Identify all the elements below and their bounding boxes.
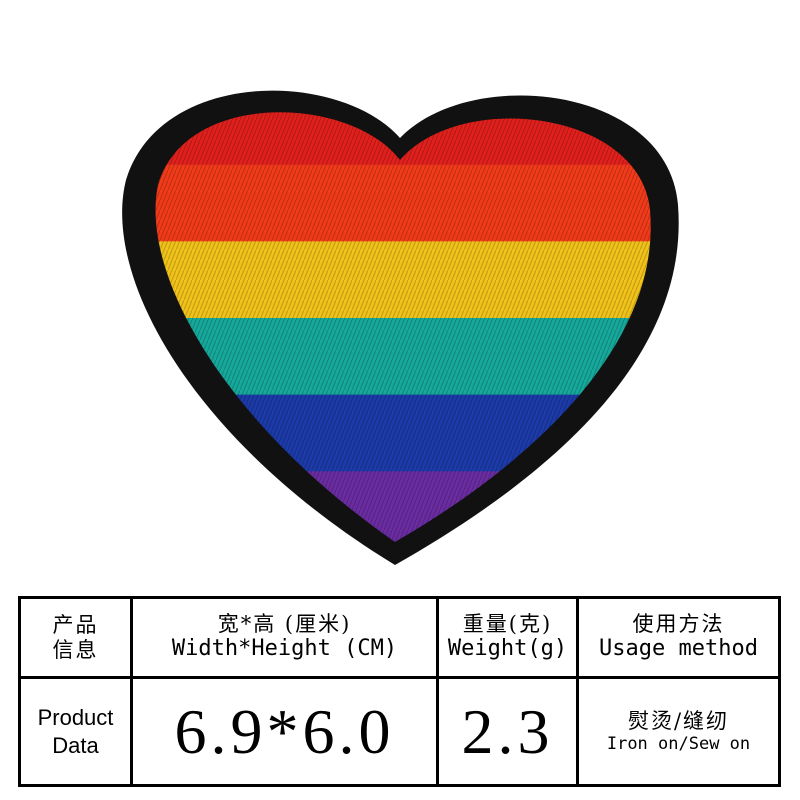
usage-value-cn: 熨烫/缝纫 (627, 709, 730, 734)
product-info-cn-line2: 信息 (52, 637, 99, 662)
rainbow-heart-patch (122, 90, 679, 565)
usage-value-cell: 熨烫/缝纫 Iron on/Sew on (576, 676, 781, 787)
heart-patch-image (122, 90, 679, 565)
usage-header: 使用方法 Usage method (576, 596, 781, 679)
usage-value-en: Iron on/Sew on (606, 733, 751, 754)
size-header-cn: 宽*高 (厘米) (217, 612, 352, 637)
size-header: 宽*高 (厘米) Width*Height (CM) (130, 596, 439, 679)
table-data-row: Product Data 6.9*6.0 2.3 熨烫/缝纫 Iron on/S… (18, 676, 781, 787)
size-value-cell: 6.9*6.0 (130, 676, 439, 787)
product-data-label-line2: Data (52, 732, 99, 758)
weight-header-en: Weight(g) (447, 636, 568, 662)
table-header-row: 产品 信息 宽*高 (厘米) Width*Height (CM) 重量(克) W… (18, 596, 781, 679)
weight-value-cell: 2.3 (436, 676, 579, 787)
weight-header: 重量(克) Weight(g) (436, 596, 579, 679)
product-data-label-line1: Product (37, 705, 114, 730)
weight-value: 2.3 (461, 695, 554, 767)
product-info-header: 产品 信息 (18, 596, 133, 679)
product-info-cn-line1: 产品 (52, 613, 99, 638)
usage-header-cn: 使用方法 (632, 612, 725, 637)
weight-header-cn: 重量(克) (462, 612, 553, 637)
product-data-label: Product Data (18, 676, 133, 787)
size-value: 6.9*6.0 (174, 695, 395, 767)
product-spec-table: 产品 信息 宽*高 (厘米) Width*Height (CM) 重量(克) W… (18, 596, 781, 787)
usage-header-en: Usage method (599, 636, 758, 662)
size-header-en: Width*Height (CM) (171, 636, 398, 662)
